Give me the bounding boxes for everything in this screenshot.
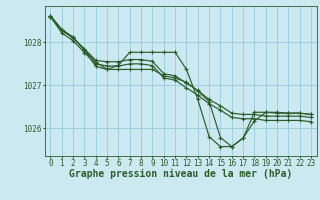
X-axis label: Graphe pression niveau de la mer (hPa): Graphe pression niveau de la mer (hPa): [69, 169, 292, 179]
